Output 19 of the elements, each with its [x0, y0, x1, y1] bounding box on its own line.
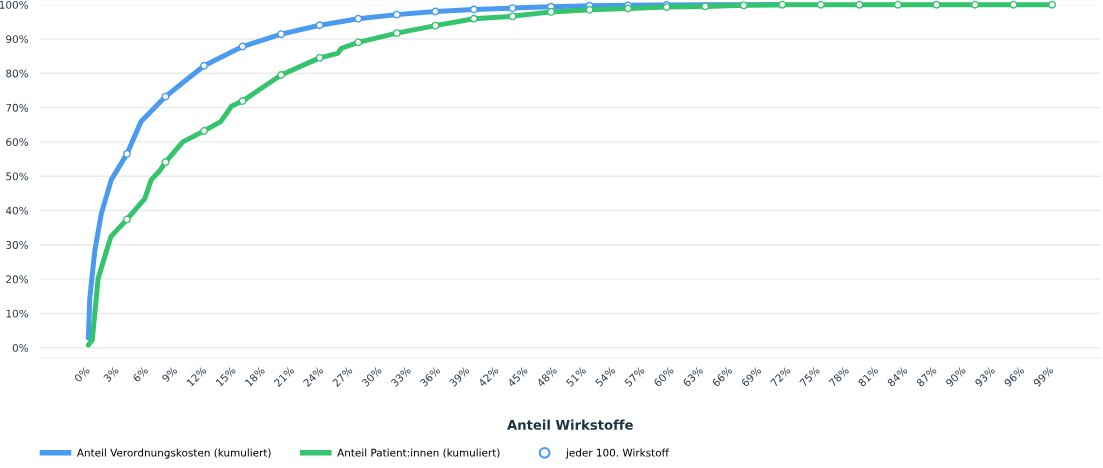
- x-tick-label: 6%: [132, 366, 149, 383]
- x-tick-label: 3%: [103, 366, 120, 383]
- y-tick-label: 20%: [6, 275, 29, 284]
- y-tick-label: 80%: [6, 69, 29, 78]
- y-tick-label: 0%: [12, 343, 29, 352]
- y-tick-label: 30%: [6, 241, 29, 249]
- legend-label: Anteil Verordnungskosten (kumuliert): [76, 448, 271, 459]
- y-tick-label: 100%: [0, 0, 29, 9]
- y-tick-label: 70%: [6, 103, 29, 112]
- y-tick-label: 40%: [5, 206, 29, 215]
- y-tick-label: 60%: [6, 138, 29, 147]
- legend-label: jeder 100. Wirkstoff: [565, 448, 670, 459]
- legend-label: Anteil Patient:innen (kumuliert): [337, 448, 500, 458]
- y-tick-label: 50%: [6, 172, 29, 181]
- y-tick-label: 10%: [6, 309, 29, 318]
- y-tick-label: 90%: [6, 35, 29, 44]
- x-tick-label: 0%: [73, 366, 91, 383]
- x-tick-label: 9%: [161, 366, 178, 383]
- x-axis-title: Anteil Wirkstoffe: [507, 419, 633, 430]
